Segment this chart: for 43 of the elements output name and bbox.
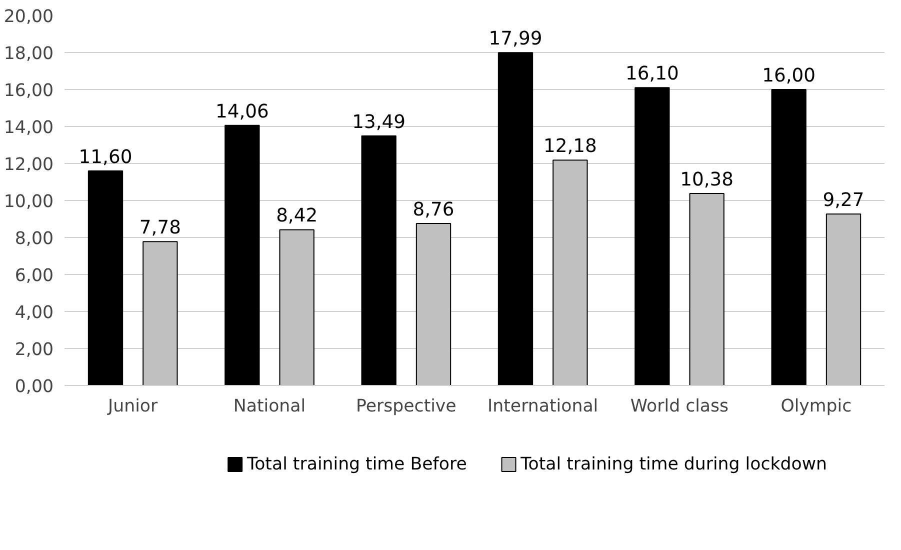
y-tick-label: 16,00 <box>4 81 54 101</box>
y-tick-label: 14,00 <box>4 118 54 138</box>
legend-label: Total training time during lockdown <box>520 454 828 474</box>
bar <box>224 124 260 386</box>
y-tick-label: 0,00 <box>14 377 54 397</box>
bar <box>279 229 314 386</box>
x-tick-label: World class <box>630 396 729 416</box>
bar <box>361 135 396 386</box>
bar <box>826 214 862 386</box>
y-tick-label: 2,00 <box>14 340 54 360</box>
x-tick-label: Junior <box>107 396 159 416</box>
data-label: 8,42 <box>276 206 318 227</box>
data-label: 11,60 <box>78 146 132 168</box>
bar <box>689 192 724 386</box>
bar <box>552 160 588 386</box>
y-tick-label: 6,00 <box>14 266 54 286</box>
data-label: 8,76 <box>412 199 454 220</box>
y-tick-label: 4,00 <box>14 303 54 323</box>
bar <box>142 241 178 386</box>
y-tick-label: 10,00 <box>4 192 54 212</box>
data-label: 9,27 <box>822 190 864 212</box>
x-tick-label: International <box>488 396 598 416</box>
bar <box>498 52 534 386</box>
x-tick-label: National <box>233 396 306 416</box>
data-label: 7,78 <box>139 218 181 239</box>
data-label: 14,06 <box>215 101 269 122</box>
data-label: 13,49 <box>352 112 406 133</box>
data-label: 17,99 <box>488 28 542 50</box>
bar <box>88 170 124 386</box>
bar <box>634 87 670 386</box>
legend-label: Total training time Before <box>246 454 467 474</box>
data-label: 10,38 <box>680 169 734 190</box>
bar <box>771 89 806 386</box>
data-label: 16,00 <box>762 66 816 86</box>
y-tick-label: 20,00 <box>4 7 54 27</box>
data-label: 12,18 <box>543 136 597 158</box>
y-tick-label: 12,00 <box>4 155 54 175</box>
y-tick-label: 18,00 <box>4 44 54 64</box>
y-tick-label: 8,00 <box>14 229 54 249</box>
data-label: 16,10 <box>625 64 679 85</box>
x-tick-label: Olympic <box>780 396 852 416</box>
bar <box>416 222 452 386</box>
x-tick-label: Perspective <box>356 396 456 416</box>
